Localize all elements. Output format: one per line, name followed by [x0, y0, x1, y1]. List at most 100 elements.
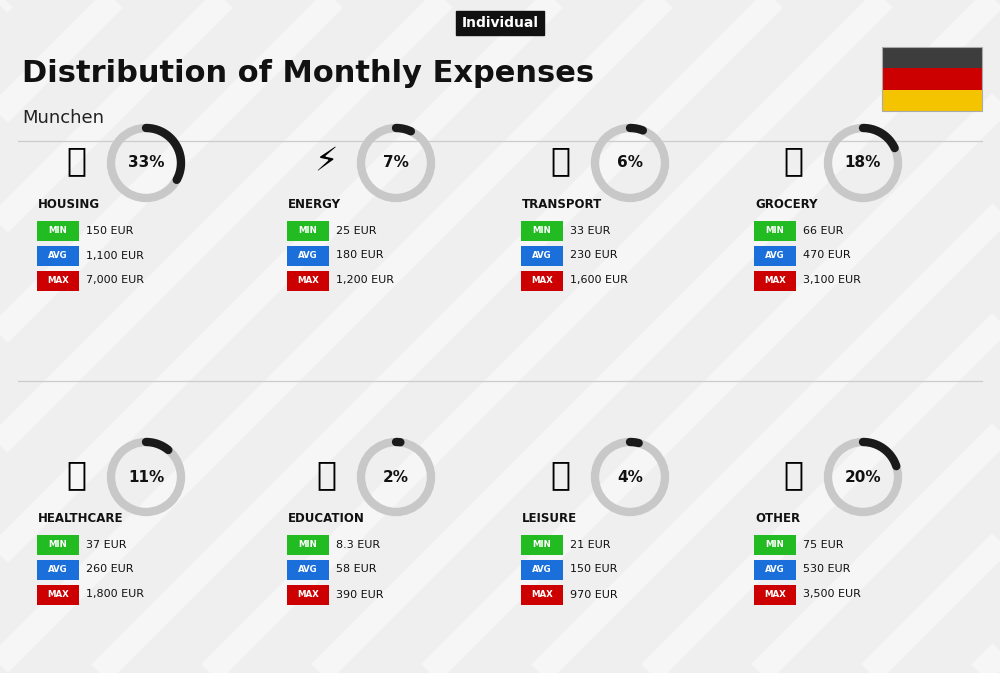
Text: 🚌: 🚌 — [550, 145, 570, 178]
Text: TRANSPORT: TRANSPORT — [522, 199, 602, 211]
FancyBboxPatch shape — [754, 246, 796, 267]
Text: HEALTHCARE: HEALTHCARE — [38, 513, 124, 526]
Text: 1,600 EUR: 1,600 EUR — [570, 275, 628, 285]
Text: MIN: MIN — [533, 540, 551, 549]
Text: AVG: AVG — [48, 251, 68, 260]
Text: AVG: AVG — [48, 565, 68, 574]
Text: MAX: MAX — [297, 590, 319, 599]
Text: HOUSING: HOUSING — [38, 199, 100, 211]
Text: OTHER: OTHER — [755, 513, 800, 526]
Text: Munchen: Munchen — [22, 109, 104, 127]
Text: MIN: MIN — [49, 226, 67, 235]
Text: 4%: 4% — [617, 470, 643, 485]
Text: 150 EUR: 150 EUR — [570, 565, 617, 575]
FancyBboxPatch shape — [287, 221, 329, 241]
Text: 25 EUR: 25 EUR — [336, 225, 376, 236]
Text: 1,100 EUR: 1,100 EUR — [86, 250, 144, 260]
Text: 58 EUR: 58 EUR — [336, 565, 376, 575]
Text: MAX: MAX — [47, 276, 69, 285]
Text: 37 EUR: 37 EUR — [86, 540, 126, 549]
Text: 66 EUR: 66 EUR — [803, 225, 843, 236]
Text: 💰: 💰 — [783, 458, 803, 491]
Text: EDUCATION: EDUCATION — [288, 513, 365, 526]
Text: MIN: MIN — [299, 226, 317, 235]
Text: AVG: AVG — [765, 251, 785, 260]
Text: 470 EUR: 470 EUR — [803, 250, 851, 260]
FancyBboxPatch shape — [287, 585, 329, 605]
Text: MIN: MIN — [766, 226, 784, 235]
Text: ENERGY: ENERGY — [288, 199, 341, 211]
Text: 🎓: 🎓 — [316, 458, 336, 491]
FancyBboxPatch shape — [521, 271, 563, 291]
Text: 3,100 EUR: 3,100 EUR — [803, 275, 861, 285]
FancyBboxPatch shape — [521, 585, 563, 605]
FancyBboxPatch shape — [754, 560, 796, 580]
FancyBboxPatch shape — [37, 585, 79, 605]
FancyBboxPatch shape — [287, 246, 329, 267]
Text: 11%: 11% — [128, 470, 164, 485]
Text: GROCERY: GROCERY — [755, 199, 818, 211]
Text: 🏢: 🏢 — [66, 145, 86, 178]
Text: 390 EUR: 390 EUR — [336, 590, 384, 600]
FancyBboxPatch shape — [882, 90, 982, 111]
FancyBboxPatch shape — [521, 535, 563, 555]
Text: MAX: MAX — [47, 590, 69, 599]
Text: 260 EUR: 260 EUR — [86, 565, 134, 575]
Text: 1,800 EUR: 1,800 EUR — [86, 590, 144, 600]
Text: 21 EUR: 21 EUR — [570, 540, 610, 549]
FancyBboxPatch shape — [521, 221, 563, 241]
FancyBboxPatch shape — [754, 535, 796, 555]
Text: 2%: 2% — [383, 470, 409, 485]
Text: MAX: MAX — [764, 276, 786, 285]
FancyBboxPatch shape — [521, 246, 563, 267]
FancyBboxPatch shape — [882, 68, 982, 90]
Text: 🏥: 🏥 — [66, 458, 86, 491]
FancyBboxPatch shape — [287, 560, 329, 580]
Text: MIN: MIN — [299, 540, 317, 549]
Text: 🛒: 🛒 — [783, 145, 803, 178]
Text: 8.3 EUR: 8.3 EUR — [336, 540, 380, 549]
Text: 1,200 EUR: 1,200 EUR — [336, 275, 394, 285]
Text: 33%: 33% — [128, 155, 164, 170]
Text: 3,500 EUR: 3,500 EUR — [803, 590, 861, 600]
Text: 7,000 EUR: 7,000 EUR — [86, 275, 144, 285]
Text: MAX: MAX — [297, 276, 319, 285]
Text: Distribution of Monthly Expenses: Distribution of Monthly Expenses — [22, 59, 594, 87]
Text: AVG: AVG — [765, 565, 785, 574]
Text: MIN: MIN — [49, 540, 67, 549]
FancyBboxPatch shape — [37, 560, 79, 580]
Text: 6%: 6% — [617, 155, 643, 170]
FancyBboxPatch shape — [754, 221, 796, 241]
Text: 20%: 20% — [845, 470, 881, 485]
Text: ⚡: ⚡ — [314, 145, 338, 178]
Text: 150 EUR: 150 EUR — [86, 225, 133, 236]
FancyBboxPatch shape — [37, 246, 79, 267]
Text: 75 EUR: 75 EUR — [803, 540, 843, 549]
FancyBboxPatch shape — [37, 535, 79, 555]
FancyBboxPatch shape — [37, 271, 79, 291]
FancyBboxPatch shape — [287, 271, 329, 291]
Text: 230 EUR: 230 EUR — [570, 250, 618, 260]
Text: 7%: 7% — [383, 155, 409, 170]
Text: MAX: MAX — [764, 590, 786, 599]
Text: 33 EUR: 33 EUR — [570, 225, 610, 236]
FancyBboxPatch shape — [754, 271, 796, 291]
FancyBboxPatch shape — [882, 46, 982, 68]
Text: 970 EUR: 970 EUR — [570, 590, 618, 600]
FancyBboxPatch shape — [521, 560, 563, 580]
Text: 180 EUR: 180 EUR — [336, 250, 384, 260]
Text: AVG: AVG — [298, 565, 318, 574]
Text: 530 EUR: 530 EUR — [803, 565, 850, 575]
Text: MAX: MAX — [531, 276, 553, 285]
Text: Individual: Individual — [462, 16, 538, 30]
Text: LEISURE: LEISURE — [522, 513, 577, 526]
Text: AVG: AVG — [532, 565, 552, 574]
Text: AVG: AVG — [532, 251, 552, 260]
FancyBboxPatch shape — [287, 535, 329, 555]
Text: MAX: MAX — [531, 590, 553, 599]
Text: 🛍: 🛍 — [550, 458, 570, 491]
FancyBboxPatch shape — [754, 585, 796, 605]
FancyBboxPatch shape — [37, 221, 79, 241]
Text: MIN: MIN — [766, 540, 784, 549]
Text: 18%: 18% — [845, 155, 881, 170]
